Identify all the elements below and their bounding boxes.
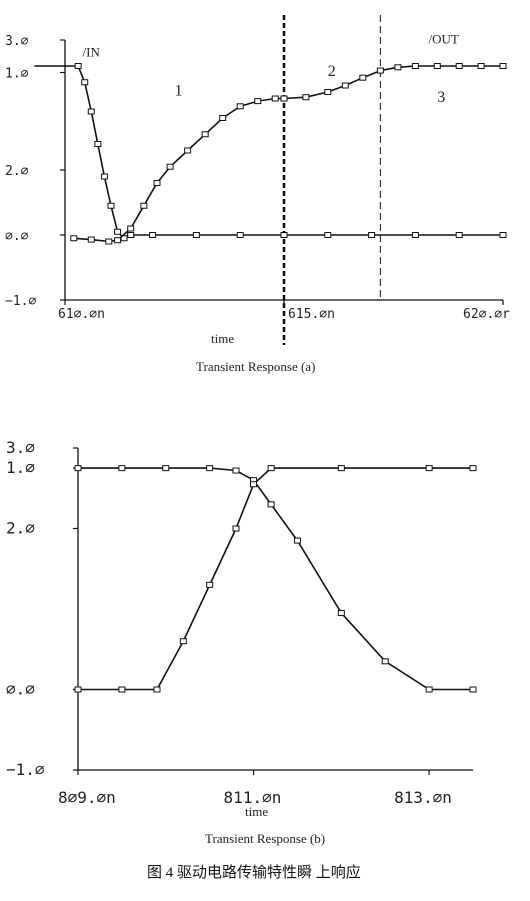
data-point xyxy=(114,237,122,244)
data-point xyxy=(206,581,214,588)
data-point xyxy=(74,686,82,693)
y-tick-label: −1.∅ xyxy=(5,294,36,309)
data-point xyxy=(341,82,349,89)
x-axis-label: time xyxy=(211,331,234,346)
data-point xyxy=(337,610,345,617)
data-point xyxy=(192,232,200,238)
data-point xyxy=(267,501,275,508)
data-point xyxy=(425,686,433,693)
data-point xyxy=(219,115,227,121)
data-point xyxy=(232,467,240,474)
x-tick-label: 615.∅n xyxy=(288,307,335,322)
data-point xyxy=(337,465,345,472)
annotation-label: 3 xyxy=(437,89,445,106)
data-point xyxy=(368,232,376,238)
data-point xyxy=(184,147,192,154)
data-point xyxy=(201,131,209,138)
data-point xyxy=(166,163,174,170)
data-point xyxy=(232,525,240,532)
data-point xyxy=(105,238,113,245)
y-tick-label: ∅.∅ xyxy=(6,680,35,699)
y-tick-label: 3.∅ xyxy=(6,438,35,457)
data-point xyxy=(87,108,95,115)
data-point xyxy=(469,686,477,693)
x-tick-label: 61∅.∅n xyxy=(58,307,105,322)
data-point xyxy=(206,465,214,472)
data-point xyxy=(236,103,244,110)
annotation-label: 2 xyxy=(328,63,336,80)
data-point xyxy=(359,74,367,81)
data-point xyxy=(94,141,102,147)
data-point xyxy=(254,98,262,105)
data-point xyxy=(267,465,275,472)
annotation-label: 1 xyxy=(175,82,183,99)
data-point xyxy=(376,67,384,74)
data-point xyxy=(433,63,441,69)
y-tick-label: 2.∅ xyxy=(5,164,29,179)
data-point xyxy=(411,63,419,69)
data-point xyxy=(381,658,389,665)
x-tick-label: 813.∅n xyxy=(394,788,452,807)
data-point xyxy=(114,228,122,235)
chart-a: 3.∅ 1.∅ 2.∅ ∅.∅ −1.∅ 61∅.∅n 615.∅n 62∅.∅r time Tr… xyxy=(5,15,510,374)
y-tick-label: 2.∅ xyxy=(6,519,35,538)
data-point xyxy=(499,63,507,69)
data-point xyxy=(455,63,463,69)
x-axis-label: time xyxy=(245,804,268,819)
x-tick-label: 811.∅n xyxy=(224,788,282,807)
data-point xyxy=(394,64,402,71)
data-point xyxy=(81,79,89,86)
series-line xyxy=(78,467,473,691)
data-point xyxy=(179,638,187,645)
y-tick-label: 3.∅ xyxy=(5,34,29,49)
data-point xyxy=(127,225,135,232)
data-point xyxy=(411,232,419,238)
data-point xyxy=(100,173,108,180)
data-point xyxy=(271,95,279,102)
data-point xyxy=(149,232,157,238)
data-point xyxy=(236,232,244,238)
annotation-label: /OUT xyxy=(429,31,459,46)
figure-caption: 图 4 驱动电路传输特性瞬 上响应 xyxy=(147,863,361,881)
y-tick-label: 1.∅ xyxy=(6,458,35,477)
data-point xyxy=(70,235,78,242)
data-point xyxy=(120,235,128,242)
data-point xyxy=(118,465,126,472)
x-tick-label: 8∅9.∅n xyxy=(58,788,116,807)
data-point xyxy=(74,63,82,69)
annotation-label: /IN xyxy=(83,44,101,59)
data-point xyxy=(153,180,161,186)
data-point xyxy=(293,537,301,544)
chart-b: 3.∅1.∅ 2.∅ ∅.∅ −1.∅ 8∅9.∅n 811.∅n 813.∅n time Tr… xyxy=(6,438,477,846)
data-point xyxy=(107,202,115,209)
data-point xyxy=(477,63,485,69)
chart-title: Transient Response (b) xyxy=(205,831,325,846)
data-point xyxy=(162,465,170,472)
chart-title: Transient Response (a) xyxy=(196,359,315,374)
series-line xyxy=(78,467,473,691)
data-point xyxy=(127,232,135,238)
data-point xyxy=(87,236,95,243)
data-point xyxy=(499,232,507,238)
data-point xyxy=(250,481,258,488)
data-point xyxy=(469,465,477,472)
data-point xyxy=(153,686,161,693)
data-point xyxy=(140,202,148,209)
data-point xyxy=(280,232,288,238)
x-tick-label: 62∅.∅r xyxy=(463,307,510,322)
y-tick-label: ∅.∅ xyxy=(5,229,29,244)
data-point xyxy=(302,94,310,101)
data-point xyxy=(74,465,82,472)
data-point xyxy=(280,95,288,102)
y-tick-label: 1.∅ xyxy=(5,67,29,82)
data-point xyxy=(324,232,332,238)
y-tick-label: −1.∅ xyxy=(6,760,45,779)
data-point xyxy=(425,465,433,472)
data-point xyxy=(118,686,126,693)
data-point xyxy=(455,232,463,238)
data-point xyxy=(324,89,332,95)
series-line xyxy=(34,65,132,240)
